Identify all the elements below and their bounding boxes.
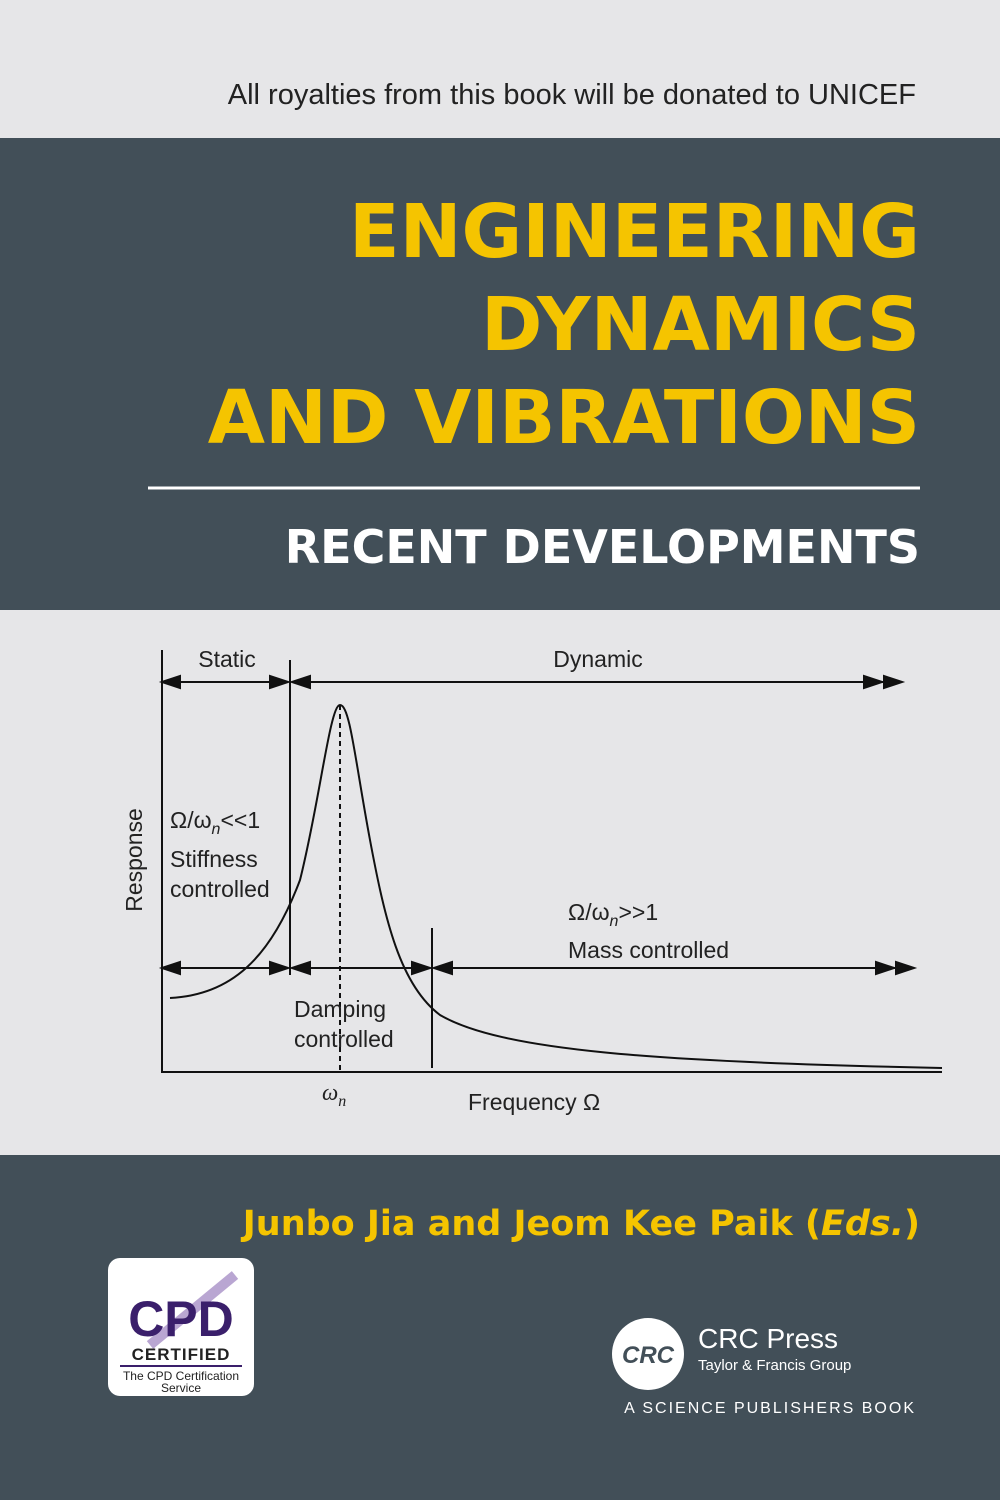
publisher-name: CRC Press <box>698 1323 838 1354</box>
axes <box>161 650 942 1073</box>
region-label: Stiffness <box>170 846 258 872</box>
cpd-service: The CPD Certification <box>123 1369 239 1383</box>
title-line: AND VIBRATIONS <box>208 375 920 461</box>
author-names: Junbo Jia and Jeom Kee Paik ( <box>241 1204 821 1244</box>
ratio-rest: >>1 <box>618 899 658 925</box>
y-axis-label: Response <box>121 808 147 912</box>
publisher: CRC CRC Press Taylor & Francis Group A S… <box>612 1318 916 1417</box>
authors: Junbo Jia and Jeom Kee Paik (Eds.) <box>241 1204 920 1244</box>
arrows <box>158 674 918 976</box>
omega-sub: n <box>338 1093 346 1110</box>
omega-base: ω <box>322 1080 338 1105</box>
omega-n-label: ωn <box>322 1080 346 1110</box>
ratio-base: Ω/ω <box>568 899 610 925</box>
badge-tick <box>146 1271 239 1349</box>
cpd-badge: CPD CERTIFIED The CPD Certification Serv… <box>108 1258 254 1396</box>
title-line: ENGINEERING <box>349 189 920 275</box>
ratio-base: Ω/ω <box>170 807 212 833</box>
subtitle: RECENT DEVELOPMENTS <box>285 520 920 574</box>
cpd-certified: CERTIFIED <box>132 1345 231 1364</box>
diagram: Static Dynamic Response Frequency Ω Ω/ωn… <box>121 646 943 1115</box>
cpd-logo: CPD <box>128 1291 234 1347</box>
close: ) <box>904 1204 920 1244</box>
ratio-rest: <<1 <box>220 807 260 833</box>
ratio-sub: n <box>610 913 619 930</box>
static-label: Static <box>198 646 256 672</box>
region-label: controlled <box>170 876 270 902</box>
region-label: Mass controlled <box>568 937 729 963</box>
publisher-group: Taylor & Francis Group <box>698 1357 851 1374</box>
crc-circle <box>612 1318 684 1390</box>
response-curve <box>169 703 943 1069</box>
x-axis-label: Frequency Ω <box>468 1089 600 1115</box>
eds: Eds. <box>821 1204 904 1244</box>
region-label: Damping <box>294 996 386 1022</box>
region-label: controlled <box>294 1026 394 1052</box>
title-band <box>0 138 1000 610</box>
ratio-sub: n <box>212 821 221 838</box>
crc-logo: CRC <box>622 1342 675 1369</box>
ratio-label: Ω/ωn<<1 <box>170 807 260 838</box>
cpd-service: Service <box>161 1381 201 1395</box>
dynamic-label: Dynamic <box>553 646 642 672</box>
imprint: A SCIENCE PUBLISHERS BOOK <box>624 1400 916 1417</box>
ratio-label: Ω/ωn>>1 <box>568 899 658 930</box>
banner: All royalties from this book will be don… <box>228 79 916 111</box>
title-line: DYNAMICS <box>481 282 920 368</box>
